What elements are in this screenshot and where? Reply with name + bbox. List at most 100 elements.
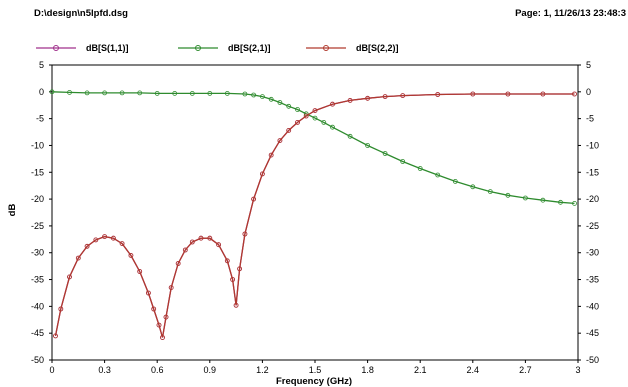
data-point — [67, 274, 72, 280]
data-point — [572, 91, 577, 97]
data-point — [102, 90, 107, 96]
data-point — [53, 333, 58, 339]
data-point — [268, 96, 274, 102]
data-point — [382, 94, 388, 99]
y-tick-label-left: -10 — [31, 140, 44, 150]
data-point — [259, 171, 265, 177]
data-point — [216, 242, 222, 248]
y-tick-label-right: -50 — [586, 355, 599, 365]
data-point — [119, 241, 125, 247]
x-tick-label: 3 — [575, 365, 580, 375]
y-tick-label-left: -50 — [31, 355, 44, 365]
data-point — [175, 261, 181, 266]
data-point — [295, 107, 300, 112]
data-point — [160, 335, 165, 340]
y-tick-label-right: 0 — [586, 87, 591, 97]
data-point — [128, 252, 134, 258]
data-point — [207, 235, 213, 241]
data-point — [58, 306, 64, 312]
series-line — [54, 93, 575, 338]
x-tick-label: 1.5 — [309, 365, 322, 375]
data-point — [277, 100, 283, 105]
x-tick-label: 2.7 — [519, 365, 532, 375]
data-point — [242, 91, 248, 97]
data-point — [189, 239, 195, 245]
data-point — [145, 290, 151, 296]
data-point — [347, 133, 353, 139]
y-tick-label-left: -35 — [31, 275, 44, 285]
data-point — [286, 103, 292, 109]
data-point — [268, 152, 274, 158]
data-point — [168, 285, 174, 291]
data-point — [259, 94, 265, 99]
data-point — [163, 314, 169, 320]
data-point — [523, 195, 528, 201]
data-point — [505, 192, 511, 198]
legend-item: dB[S(2,2)] — [306, 43, 399, 53]
data-point — [233, 302, 239, 308]
x-tick-label: 2.4 — [467, 365, 480, 375]
data-point — [452, 178, 458, 184]
data-point — [237, 266, 243, 272]
data-point — [435, 92, 441, 97]
y-tick-label-right: -10 — [586, 140, 599, 150]
series-3 — [53, 91, 577, 340]
data-point — [572, 200, 577, 206]
data-point — [84, 243, 90, 249]
y-tick-label-right: -5 — [586, 114, 594, 124]
x-tick-label: 1.2 — [256, 365, 269, 375]
data-point — [182, 247, 188, 253]
plot-frame — [51, 64, 579, 361]
page-info-label: Page: 1, 11/26/13 23:48:3 — [515, 8, 626, 19]
y-tick-label-left: -5 — [36, 114, 44, 124]
data-point — [295, 120, 300, 125]
x-tick-label: 0.9 — [204, 365, 217, 375]
axes: 5 5 0 0 -5 -5 -10 -10 -15 -15 -20 -20 -25 -25 -30 -30 -3… — [31, 60, 599, 375]
file-path-label: D:\design\n5lpfd.dsg — [34, 8, 128, 19]
legend-label: dB[S(2,2)] — [356, 43, 399, 53]
y-tick-label-left: -30 — [31, 248, 44, 258]
y-tick-label-left: 5 — [39, 60, 44, 70]
data-point — [251, 92, 257, 98]
y-tick-label-left: -15 — [31, 167, 44, 177]
legend-label: dB[S(1,1)] — [86, 43, 129, 53]
data-point — [303, 113, 309, 119]
data-point — [172, 91, 178, 96]
data-point — [111, 235, 116, 241]
series-1 — [53, 91, 577, 340]
legend-marker — [195, 45, 201, 51]
data-point — [558, 199, 563, 205]
legend-item: dB[S(1,1)] — [36, 43, 129, 53]
y-tick-label-left: -25 — [31, 221, 44, 231]
series-line — [54, 93, 575, 338]
data-point — [470, 184, 476, 190]
data-point — [365, 143, 371, 148]
data-point — [67, 90, 72, 95]
x-tick-label: 0 — [49, 365, 54, 375]
x-tick-label: 2.1 — [414, 365, 427, 375]
data-point — [321, 120, 327, 125]
data-point — [330, 124, 335, 130]
data-point — [347, 98, 353, 103]
data-point — [382, 151, 388, 156]
data-point — [154, 91, 160, 96]
data-point — [207, 91, 213, 96]
y-axis-title: dB — [7, 204, 18, 217]
x-tick-label: 1.8 — [361, 365, 374, 375]
data-point — [286, 127, 292, 133]
data-point — [435, 172, 441, 178]
data-point — [505, 91, 511, 97]
data-point — [224, 91, 230, 96]
data-point — [49, 89, 55, 95]
y-tick-label-right: -25 — [586, 221, 599, 231]
data-point — [312, 115, 318, 121]
x-axis-title: Frequency (GHz) — [276, 376, 352, 387]
data-point — [189, 91, 195, 96]
x-tick-label: 0.3 — [98, 365, 111, 375]
data-point — [93, 237, 99, 243]
legend-label: dB[S(2,1)] — [228, 43, 271, 53]
data-point — [417, 166, 423, 171]
series-2 — [49, 89, 577, 206]
data-point — [487, 189, 493, 195]
